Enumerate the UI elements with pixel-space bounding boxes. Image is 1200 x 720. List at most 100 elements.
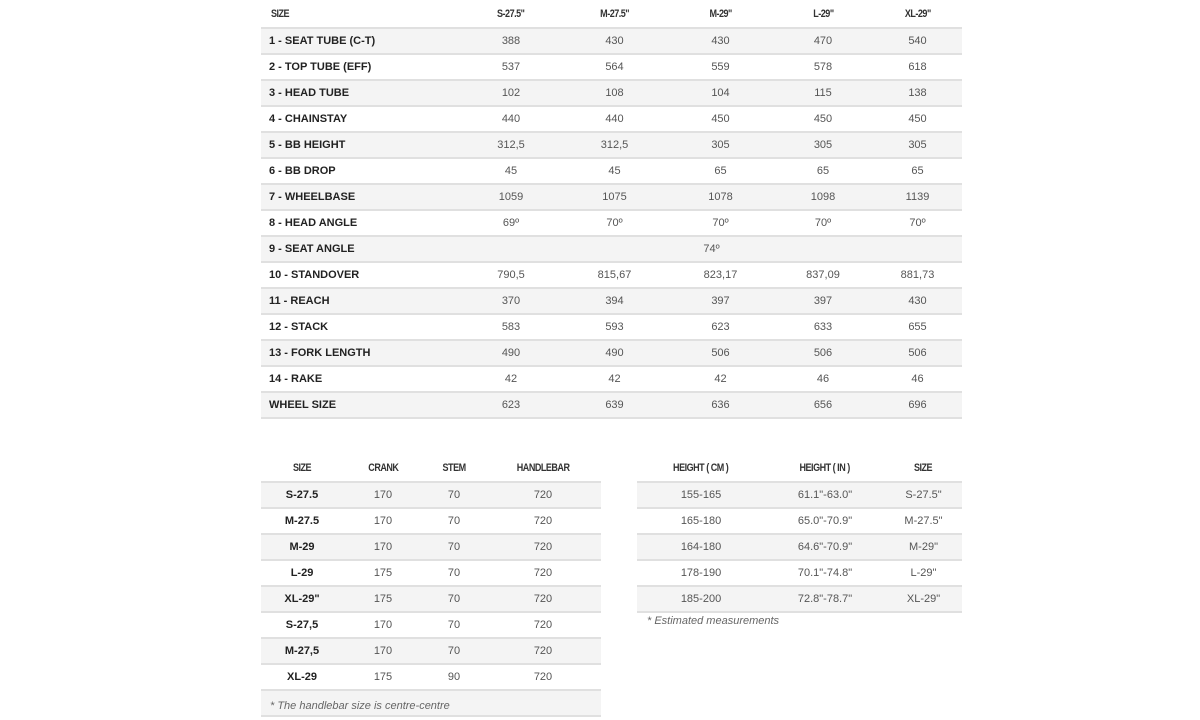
column-header: HEIGHT ( IN ) bbox=[765, 454, 885, 482]
cell-value: 170 bbox=[343, 481, 423, 508]
table-row: XL-29 175 90 720 bbox=[261, 663, 601, 690]
cell-value: 102 bbox=[461, 79, 561, 106]
row-size: XL-29 bbox=[261, 663, 343, 690]
cell-value: 720 bbox=[485, 611, 601, 638]
row-size: S-27,5 bbox=[261, 611, 343, 638]
cell-value: 70 bbox=[423, 585, 485, 612]
cell-value: 74º bbox=[461, 235, 962, 262]
cell-value: 370 bbox=[461, 287, 561, 314]
row-label: 11 - REACH bbox=[261, 287, 461, 314]
column-header-label: CRANK bbox=[367, 461, 399, 474]
cell-value: 170 bbox=[343, 611, 423, 638]
column-header: CRANK bbox=[343, 454, 423, 482]
column-header: STEM bbox=[423, 454, 485, 482]
column-header-label: S-27.5" bbox=[497, 7, 525, 20]
cell-value: M-27.5" bbox=[885, 507, 962, 534]
cell-value: 506 bbox=[873, 339, 962, 366]
cell-value: 72.8"-78.7" bbox=[765, 585, 885, 613]
row-label: 6 - BB DROP bbox=[261, 157, 461, 184]
cell-value: 70º bbox=[773, 209, 873, 236]
row-label: 5 - BB HEIGHT bbox=[261, 131, 461, 158]
table-row: M-27.5 170 70 720 bbox=[261, 507, 601, 534]
table-row: 5 - BB HEIGHT 312,5 312,5 305 305 305 bbox=[261, 131, 962, 158]
fit-table: HEIGHT ( CM ) HEIGHT ( IN ) SIZE 155-165 61… bbox=[637, 454, 962, 613]
cell-value: 490 bbox=[461, 339, 561, 366]
cell-value: 175 bbox=[343, 663, 423, 690]
cell-value: 42 bbox=[461, 365, 561, 392]
cell-value: 46 bbox=[773, 365, 873, 392]
cell-value: 104 bbox=[668, 79, 773, 106]
cell-value: 397 bbox=[668, 287, 773, 314]
estimated-note: * Estimated measurements bbox=[647, 615, 780, 627]
cell-value: 45 bbox=[461, 157, 561, 184]
cell-value: 397 bbox=[773, 287, 873, 314]
row-size: M-29 bbox=[261, 533, 343, 560]
column-header-label: SIZE bbox=[914, 461, 933, 474]
row-label: 13 - FORK LENGTH bbox=[261, 339, 461, 366]
cell-value: 170 bbox=[343, 637, 423, 664]
cell-value: 1059 bbox=[461, 183, 561, 210]
cell-value: 65.0"-70.9" bbox=[765, 507, 885, 534]
cell-value: 70º bbox=[873, 209, 962, 236]
table-row: WHEEL SIZE 623 639 636 656 696 bbox=[261, 391, 962, 419]
geometry-header-row: SIZE S-27.5" M-27.5" M-29" L-29" XL-29" bbox=[261, 0, 962, 28]
row-label: 4 - CHAINSTAY bbox=[261, 105, 461, 132]
cell-value: 388 bbox=[461, 27, 561, 54]
cell-value: 312,5 bbox=[461, 131, 561, 158]
table-row: 165-180 65.0"-70.9" M-27.5" bbox=[637, 507, 962, 534]
cell-value: 815,67 bbox=[561, 261, 668, 288]
column-header-label: SIZE bbox=[270, 7, 290, 20]
cell-value: 70.1"-74.8" bbox=[765, 559, 885, 586]
cell-value: S-27.5" bbox=[885, 481, 962, 508]
column-header-label: HEIGHT ( IN ) bbox=[799, 461, 851, 474]
cell-value: 720 bbox=[485, 507, 601, 534]
row-size bbox=[261, 689, 343, 717]
row-label: 1 - SEAT TUBE (C-T) bbox=[261, 27, 461, 54]
cell-value: 450 bbox=[873, 105, 962, 132]
column-header: HEIGHT ( CM ) bbox=[637, 454, 765, 482]
cell-value: 178-190 bbox=[637, 559, 765, 586]
cell-value: 70 bbox=[423, 481, 485, 508]
cell-value bbox=[423, 689, 485, 717]
column-header: M-27.5" bbox=[561, 0, 668, 28]
cell-value: XL-29" bbox=[885, 585, 962, 613]
cell-value: 42 bbox=[561, 365, 668, 392]
cell-value: 720 bbox=[485, 637, 601, 664]
cell-value: 90 bbox=[423, 663, 485, 690]
table-row: L-29 175 70 720 bbox=[261, 559, 601, 586]
column-header: HANDLEBAR bbox=[485, 454, 601, 482]
row-label: 14 - RAKE bbox=[261, 365, 461, 392]
cell-value: 430 bbox=[668, 27, 773, 54]
cell-value: 559 bbox=[668, 53, 773, 80]
cell-value: 305 bbox=[873, 131, 962, 158]
table-row: S-27,5 170 70 720 bbox=[261, 611, 601, 638]
cell-value: 70 bbox=[423, 507, 485, 534]
table-row: 4 - CHAINSTAY 440 440 450 450 450 bbox=[261, 105, 962, 132]
cell-value: 305 bbox=[773, 131, 873, 158]
cell-value: 45 bbox=[561, 157, 668, 184]
components-header-row: SIZE CRANK STEM HANDLEBAR bbox=[261, 454, 601, 482]
table-row: 14 - RAKE 42 42 42 46 46 bbox=[261, 365, 962, 392]
table-row: 8 - HEAD ANGLE 69º 70º 70º 70º 70º bbox=[261, 209, 962, 236]
cell-value: 623 bbox=[461, 391, 561, 419]
row-size: L-29 bbox=[261, 559, 343, 586]
table-row: M-29 170 70 720 bbox=[261, 533, 601, 560]
column-header-label: M-29" bbox=[709, 7, 732, 20]
cell-value: 450 bbox=[773, 105, 873, 132]
table-row: 2 - TOP TUBE (EFF) 537 564 559 578 618 bbox=[261, 53, 962, 80]
table-row: 12 - STACK 583 593 623 633 655 bbox=[261, 313, 962, 340]
cell-value: 138 bbox=[873, 79, 962, 106]
column-header-label: HEIGHT ( CM ) bbox=[673, 461, 729, 474]
table-row: 6 - BB DROP 45 45 65 65 65 bbox=[261, 157, 962, 184]
column-header-label: M-27.5" bbox=[600, 7, 629, 20]
cell-value: 70º bbox=[561, 209, 668, 236]
column-header: SIZE bbox=[261, 0, 461, 28]
cell-value: 440 bbox=[461, 105, 561, 132]
handlebar-note: * The handlebar size is centre-centre bbox=[270, 700, 450, 712]
row-size: M-27.5 bbox=[261, 507, 343, 534]
cell-value: 1075 bbox=[561, 183, 668, 210]
table-row: 9 - SEAT ANGLE 74º bbox=[261, 235, 962, 262]
cell-value: 656 bbox=[773, 391, 873, 419]
table-row: 1 - SEAT TUBE (C-T) 388 430 430 470 540 bbox=[261, 27, 962, 54]
cell-value: 430 bbox=[561, 27, 668, 54]
